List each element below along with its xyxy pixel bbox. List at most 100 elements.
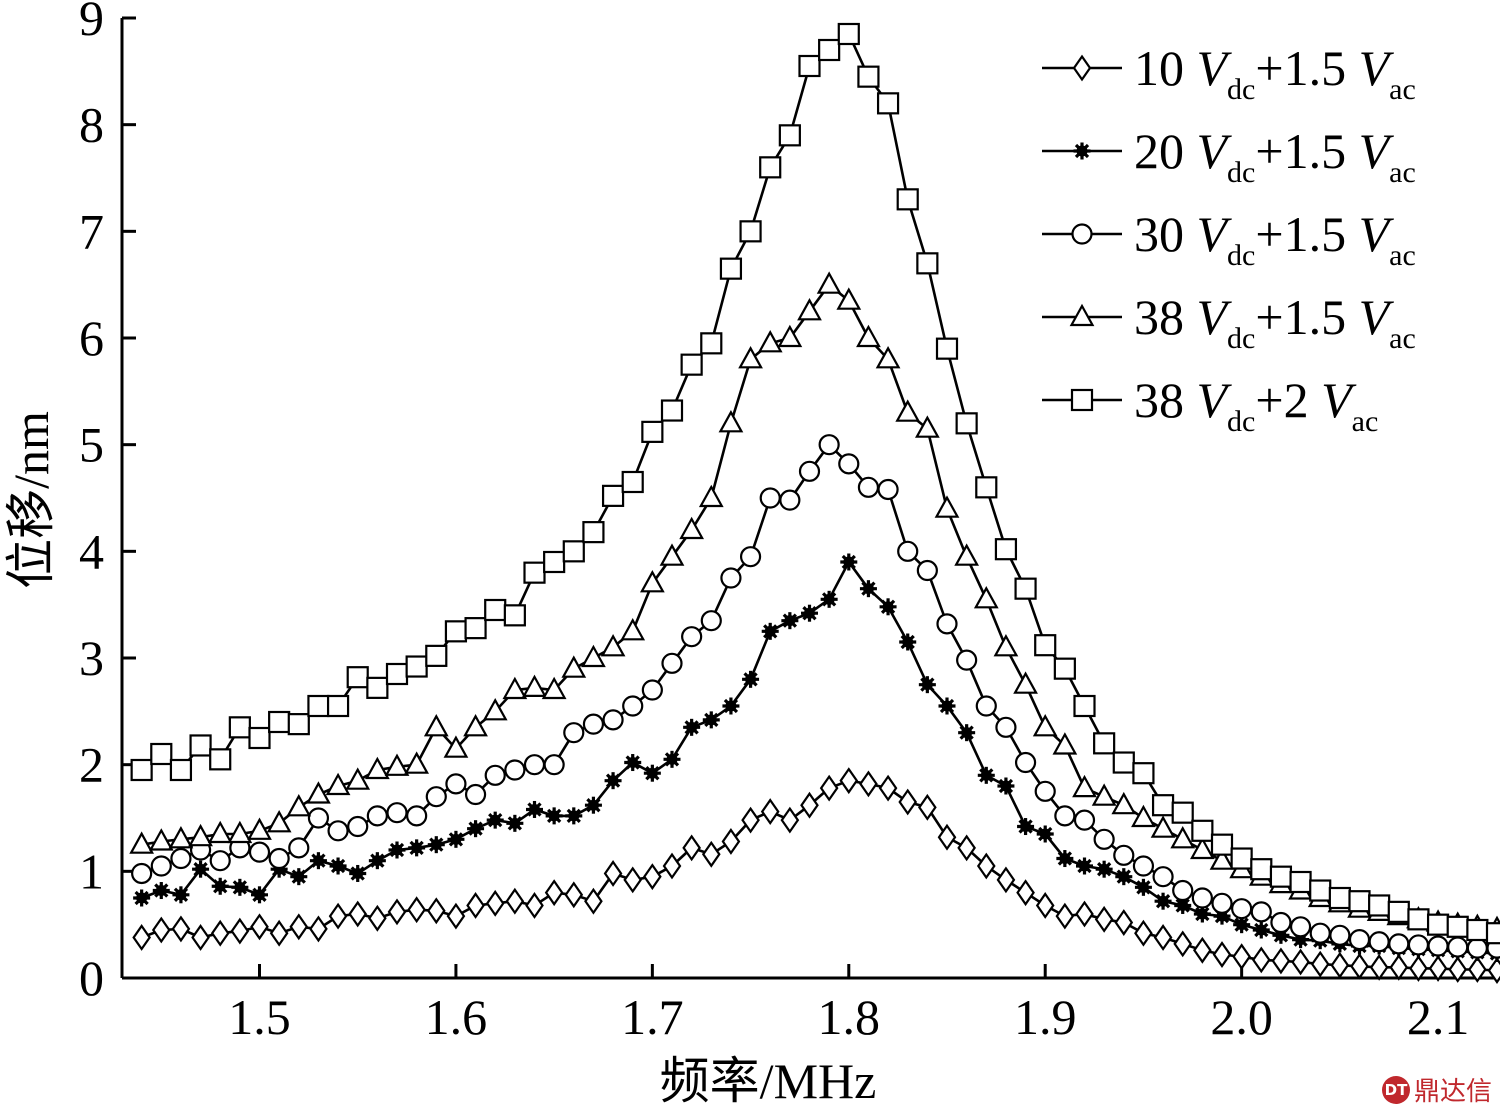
- x-tick-label: 1.7: [621, 989, 684, 1045]
- marker-triangle: [1013, 671, 1038, 694]
- marker-square: [523, 561, 546, 584]
- series-4: [130, 22, 1500, 945]
- legend-label: 38 Vdc+2 Vac: [1134, 372, 1378, 438]
- marker-diamond: [407, 896, 426, 924]
- marker-star: [447, 830, 465, 848]
- legend-sub: ac: [1389, 239, 1416, 272]
- marker-square: [680, 353, 703, 376]
- marker-triangle: [482, 698, 508, 721]
- marker-triangle: [522, 674, 547, 697]
- legend-sub: ac: [1389, 156, 1416, 189]
- marker-diamond: [1035, 892, 1055, 919]
- y-tick-label: 4: [79, 523, 104, 579]
- marker-square: [1191, 819, 1214, 842]
- marker-diamond: [760, 798, 780, 826]
- marker-diamond: [1134, 919, 1153, 947]
- marker-diamond: [682, 834, 701, 862]
- marker-star-ray: [802, 606, 817, 621]
- marker-triangle: [207, 820, 233, 844]
- marker-star-ray: [134, 890, 149, 906]
- marker-star: [722, 697, 740, 715]
- marker-triangle: [423, 714, 449, 737]
- marker-diamond: [701, 840, 721, 868]
- marker-triangle: [541, 676, 567, 700]
- marker-triangle: [738, 346, 763, 369]
- marker-star: [172, 886, 190, 904]
- marker-diamond: [1310, 950, 1330, 978]
- marker-circle: [268, 847, 290, 870]
- marker-circle: [1289, 916, 1312, 938]
- marker-star: [840, 553, 858, 571]
- marker-circle: [386, 802, 408, 824]
- marker-circle: [445, 773, 467, 795]
- marker-square: [169, 758, 193, 782]
- marker-star-ray: [1057, 851, 1072, 866]
- marker-circle: [897, 540, 919, 562]
- series-1: [133, 553, 1500, 962]
- marker-diamond: [1055, 902, 1075, 930]
- marker-star: [781, 612, 799, 630]
- marker-circle: [170, 847, 192, 870]
- marker-star: [899, 633, 917, 651]
- marker-square: [189, 734, 212, 757]
- marker-diamond: [191, 924, 210, 951]
- marker-diamond: [250, 913, 269, 941]
- marker-star-ray: [998, 778, 1014, 794]
- marker-triangle: [659, 543, 685, 566]
- marker-triangle: [325, 772, 351, 796]
- marker-circle: [543, 754, 565, 776]
- marker-diamond: [1075, 900, 1094, 928]
- marker-square: [346, 666, 369, 689]
- marker-circle: [759, 487, 781, 509]
- marker-circle: [406, 805, 428, 827]
- marker-star-ray: [1155, 894, 1171, 909]
- marker-triangle: [797, 298, 822, 321]
- marker-star-ray: [861, 581, 876, 596]
- marker-star-ray: [154, 883, 169, 898]
- marker-circle: [1152, 866, 1174, 888]
- marker-diamond: [485, 889, 505, 917]
- marker-star: [1174, 896, 1192, 914]
- marker-star-ray: [389, 842, 405, 858]
- marker-square: [896, 188, 919, 211]
- marker-square: [1093, 732, 1116, 755]
- legend-mid: +2: [1255, 372, 1308, 428]
- legend-mid: +1.5: [1255, 206, 1346, 262]
- marker-triangle: [856, 324, 881, 348]
- marker-circle: [1231, 898, 1253, 920]
- marker-star: [211, 877, 229, 895]
- marker-star-ray: [959, 725, 974, 740]
- marker-star-ray: [704, 712, 719, 728]
- x-tick-label: 1.6: [425, 989, 488, 1045]
- marker-circle: [131, 862, 153, 885]
- legend-sub: ac: [1352, 405, 1379, 438]
- marker-square: [1230, 847, 1253, 870]
- marker-star: [368, 852, 386, 870]
- marker-diamond: [1232, 943, 1251, 971]
- x-tick-label: 1.9: [1014, 989, 1077, 1045]
- marker-circle: [936, 613, 958, 635]
- marker-diamond: [466, 892, 485, 919]
- legend-v: V: [1197, 123, 1233, 179]
- marker-triangle: [364, 756, 390, 780]
- marker-diamond: [1251, 946, 1271, 974]
- axes-frame: [120, 16, 1497, 980]
- legend-v: V: [1197, 289, 1233, 345]
- marker-star-ray: [586, 798, 601, 813]
- marker-diamond: [328, 902, 348, 930]
- marker-diamond: [1330, 951, 1350, 979]
- y-tick-label: 2: [79, 737, 104, 793]
- marker-square: [1368, 894, 1391, 917]
- marker-square: [366, 676, 389, 699]
- marker-star: [545, 807, 563, 825]
- marker-triangle: [561, 655, 587, 678]
- marker-diamond: [1193, 936, 1212, 964]
- marker-star-ray: [920, 677, 935, 692]
- marker-square: [287, 713, 310, 736]
- x-tick-label: 2.0: [1210, 989, 1273, 1045]
- marker-triangle: [718, 410, 744, 433]
- marker-star-ray: [880, 599, 896, 614]
- legend-main: 38: [1134, 289, 1184, 345]
- legend-entry-4: 38 Vdc+2 Vac: [1042, 372, 1378, 438]
- marker-square: [935, 337, 959, 360]
